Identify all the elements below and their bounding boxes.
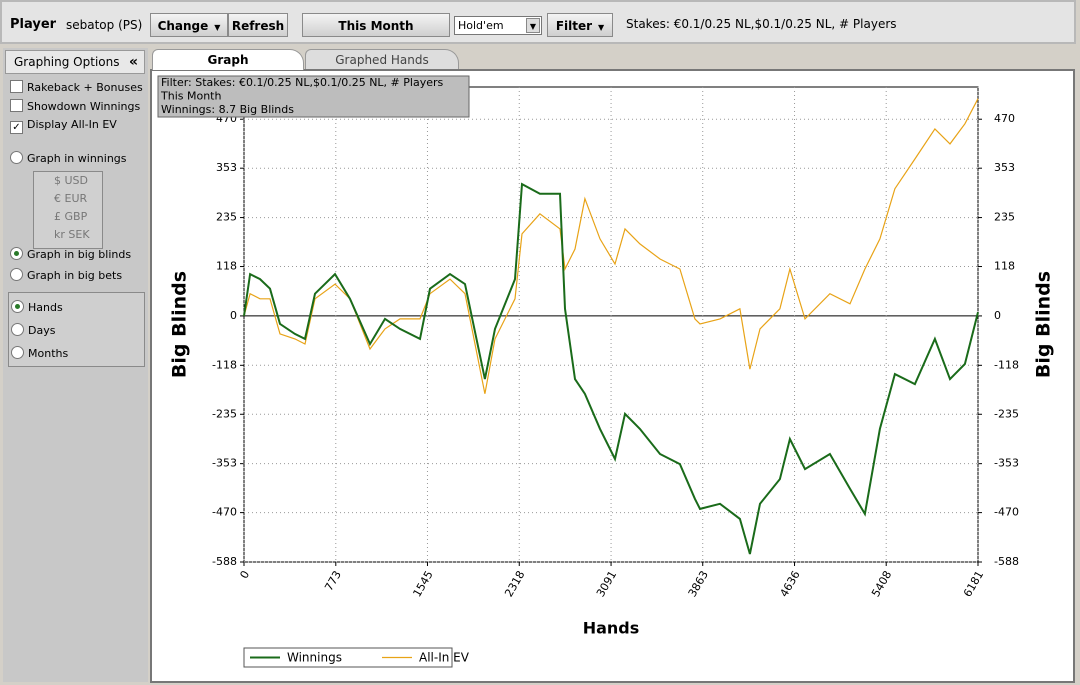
- radio-option[interactable]: Graph in big bets: [10, 267, 122, 285]
- option-label: Graph in big bets: [27, 269, 123, 282]
- y2-tick-label: -118: [994, 358, 1019, 371]
- y-tick-label: -470: [212, 506, 237, 519]
- y-tick-label: 353: [216, 161, 237, 174]
- radio-button: [11, 346, 24, 359]
- data-line: [243, 98, 979, 394]
- filter-button[interactable]: Filter ▼: [547, 13, 613, 37]
- player-name: sebatop (PS): [66, 18, 143, 32]
- legend-label: Winnings: [287, 651, 342, 665]
- y2-tick-label: 118: [994, 260, 1015, 273]
- period-button[interactable]: This Month: [302, 13, 450, 37]
- x-tick-label: 1545: [410, 569, 435, 600]
- option-label: Months: [28, 347, 69, 360]
- currency-option: £ GBP: [54, 210, 88, 223]
- currency-option: € EUR: [54, 192, 88, 205]
- radio-button: [10, 151, 23, 164]
- radio-button: [10, 268, 23, 281]
- legend-box: [243, 647, 453, 668]
- option-label: Hands: [28, 301, 63, 314]
- annotation-box: [157, 75, 470, 118]
- radio-option[interactable]: Graph in winnings: [10, 150, 127, 168]
- y-tick-label: -588: [212, 555, 237, 568]
- y2-tick-label: 0: [994, 309, 1001, 322]
- tab[interactable]: Graph: [152, 49, 304, 70]
- chart: -588 -470 -353 -235 -118 0 118 235 353 470 -588 -47…: [157, 75, 1055, 668]
- option-label: Graph in big blinds: [27, 248, 132, 261]
- toolbar: Player sebatop (PS) Change ▼ Refresh This…: [0, 0, 1076, 44]
- x-tick-label: 3863: [686, 569, 711, 600]
- refresh-button[interactable]: Refresh: [228, 13, 288, 37]
- y-tick-label: -235: [212, 407, 237, 420]
- radio-button: [11, 323, 24, 336]
- y-tick-label: -118: [212, 358, 237, 371]
- y2-tick-label: -353: [994, 457, 1019, 470]
- checkbox-option[interactable]: Showdown Winnings: [10, 98, 140, 116]
- x-tick-label: 3091: [594, 569, 619, 600]
- y-tick-label: 0: [230, 309, 237, 322]
- currency-list: $ USD € EUR £ GBP kr SEK: [33, 171, 103, 249]
- player-label: Player: [10, 17, 57, 32]
- y2-tick-label: 470: [994, 112, 1015, 125]
- currency-option: $ USD: [54, 174, 88, 187]
- y2-tick-label: 235: [994, 211, 1015, 224]
- option-label: Showdown Winnings: [27, 99, 141, 113]
- x-tick-label: 0: [237, 569, 252, 582]
- options-title: Graphing Options: [14, 55, 120, 69]
- radio-option[interactable]: Months: [11, 345, 68, 363]
- checkbox-option[interactable]: Rakeback + Bonuses: [10, 79, 143, 97]
- radio-option[interactable]: Days: [11, 322, 55, 340]
- checkbox: ✓: [10, 121, 23, 134]
- currency-option: kr SEK: [54, 228, 90, 241]
- checkbox-option[interactable]: ✓ Display All-In EV: [10, 116, 117, 134]
- annotation-line: Filter: Stakes: €0.1/0.25 NL,$0.1/0.25 N…: [161, 76, 443, 89]
- annotation-line: This Month: [160, 90, 221, 103]
- plot-area: [243, 86, 979, 563]
- x-tick-label: 5408: [869, 569, 894, 600]
- radio-option[interactable]: Graph in big blinds: [10, 246, 131, 264]
- y2-axis-label: Big Blinds: [1033, 271, 1055, 378]
- data-line: [243, 182, 979, 555]
- stakes-text: Stakes: €0.1/0.25 NL,$0.1/0.25 NL, # Pla…: [626, 17, 897, 31]
- change-button[interactable]: Change ▼: [150, 13, 228, 37]
- x-axis-label: Hands: [583, 619, 640, 638]
- tab[interactable]: Graphed Hands: [305, 49, 459, 70]
- y-tick-label: 235: [216, 211, 237, 224]
- y2-tick-label: -470: [994, 506, 1019, 519]
- y-axis-label: Big Blinds: [169, 271, 191, 378]
- radio-button: [11, 300, 24, 313]
- radio-button: [10, 247, 23, 260]
- options-header: Graphing Options «: [5, 50, 145, 74]
- game-select[interactable]: Hold'em ▼: [454, 16, 542, 35]
- chart-panel: -588 -470 -353 -235 -118 0 118 235 353 470 -588 -47…: [150, 69, 1075, 683]
- y-tick-label: 118: [216, 260, 237, 273]
- option-label: Rakeback + Bonuses: [27, 81, 143, 94]
- y2-tick-label: 353: [994, 161, 1015, 174]
- checkbox: [10, 80, 23, 93]
- x-tick-label: 773: [322, 569, 344, 594]
- x-tick-label: 4636: [777, 569, 802, 600]
- button-label: Filter: [555, 19, 593, 33]
- option-label: Display All-In EV: [27, 118, 117, 131]
- axis-options: Hands Days Months: [8, 292, 145, 367]
- y2-tick-label: -588: [994, 555, 1019, 568]
- option-label: Graph in winnings: [27, 152, 127, 165]
- select-value: Hold'em: [458, 19, 504, 32]
- option-label: Days: [28, 324, 56, 337]
- annotation-line: Winnings: 8.7 Big Blinds: [161, 103, 294, 116]
- radio-option[interactable]: Hands: [11, 299, 63, 317]
- x-tick-label: 2318: [502, 569, 527, 600]
- legend-label: All-In EV: [419, 651, 470, 665]
- y-tick-label: -353: [212, 457, 237, 470]
- collapse-button[interactable]: «: [128, 54, 138, 70]
- y2-tick-label: -235: [994, 407, 1019, 420]
- x-tick-label: 6181: [961, 569, 986, 600]
- checkbox: [10, 98, 23, 112]
- button-label: Change: [157, 19, 209, 33]
- sidebar: Graphing Options « $ USD € EUR £ GBP kr SEK…: [3, 48, 148, 682]
